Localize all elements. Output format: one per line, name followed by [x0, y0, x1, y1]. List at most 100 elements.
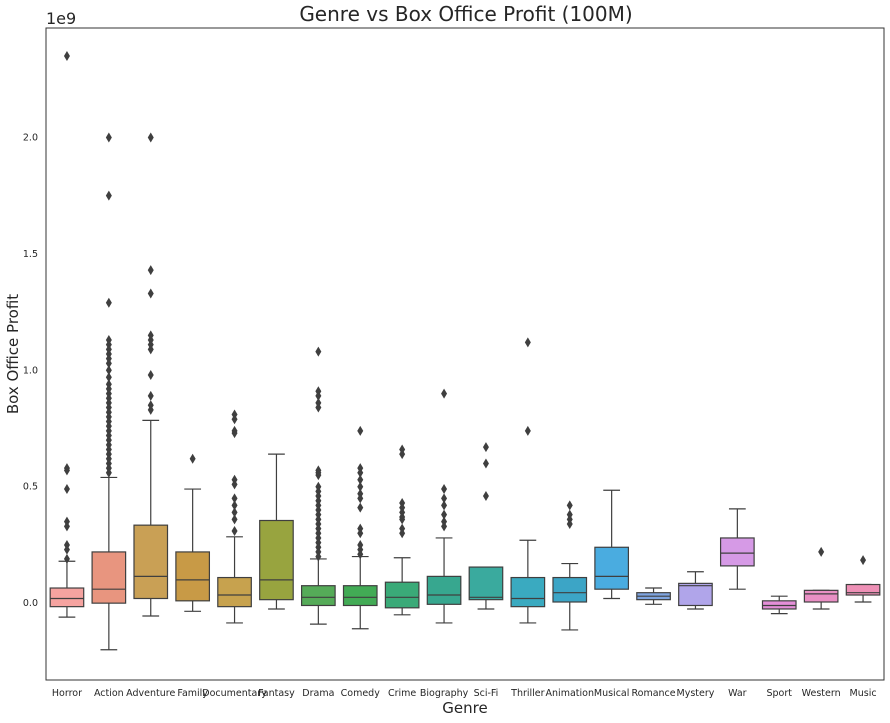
outlier-point: [63, 484, 70, 495]
outlier-point: [860, 555, 867, 566]
x-tick-label: Musical: [594, 688, 630, 699]
outlier-point: [105, 358, 112, 369]
x-tick-label: Family: [177, 688, 208, 699]
box-fantasy: [259, 453, 294, 610]
outlier-point: [147, 404, 154, 415]
box-drama: [300, 346, 336, 625]
outlier-point: [357, 474, 364, 485]
box-iqr: [342, 585, 378, 607]
box-iqr: [719, 537, 755, 567]
plot-area: [45, 27, 885, 681]
outlier-point: [63, 465, 70, 476]
outlier-point: [147, 288, 154, 299]
outlier-point: [63, 521, 70, 532]
x-tick-label: Crime: [388, 688, 416, 699]
outlier-point: [357, 481, 364, 492]
y-axis-label: Box Office Profit: [4, 294, 22, 414]
x-tick-label: Adventure: [126, 688, 175, 699]
outlier-point: [147, 132, 154, 143]
outlier-point: [524, 337, 531, 348]
x-tick-label: Drama: [302, 688, 334, 699]
box-iqr: [552, 576, 588, 603]
box-iqr: [259, 519, 294, 601]
box-musical: [594, 489, 630, 600]
outlier-point: [189, 453, 196, 464]
x-tick-label: Romance: [631, 688, 675, 699]
box-series: [49, 50, 881, 651]
outlier-point: [63, 553, 70, 564]
x-tick-label: Animation: [546, 688, 594, 699]
box-western: [803, 546, 839, 610]
outlier-point: [482, 442, 489, 453]
outlier-point: [357, 549, 364, 560]
x-tick-label: Horror: [52, 688, 82, 699]
x-tick-label: Music: [850, 688, 877, 699]
outlier-point: [357, 467, 364, 478]
box-romance: [636, 587, 671, 605]
outlier-point: [63, 544, 70, 555]
y-tick-label: 1.5: [23, 249, 38, 260]
outlier-point: [357, 425, 364, 436]
x-tick-label: Western: [802, 688, 841, 699]
outlier-point: [315, 402, 322, 413]
outlier-point: [818, 546, 825, 557]
outlier-point: [147, 344, 154, 355]
y-axis-ticks: 0.0 0.5 1.0 1.5 2.0: [23, 132, 38, 609]
chart-title: Genre vs Box Office Profit (100M): [299, 2, 632, 26]
x-tick-label: Sci-Fi: [474, 688, 499, 699]
outlier-point: [231, 428, 238, 439]
outlier-point: [524, 425, 531, 436]
box-horror: [49, 50, 85, 618]
box-iqr: [175, 551, 211, 602]
x-tick-label: Sport: [766, 688, 792, 699]
box-biography: [426, 388, 462, 624]
outlier-point: [357, 528, 364, 539]
outlier-point: [441, 521, 448, 532]
x-tick-label: Fantasy: [258, 688, 295, 699]
box-iqr: [468, 566, 504, 601]
box-thriller: [510, 337, 546, 624]
box-iqr: [426, 575, 462, 605]
x-axis-ticks: Horror Action Adventure FamilyDocumentaryFa…: [52, 688, 877, 699]
x-tick-label: Thriller: [510, 688, 544, 699]
y-tick-label: 1.0: [23, 365, 38, 376]
box-iqr: [91, 551, 127, 604]
box-war: [719, 508, 755, 590]
outlier-point: [441, 484, 448, 495]
outlier-point: [231, 507, 238, 518]
outlier-point: [441, 500, 448, 511]
box-adventure: [133, 132, 169, 617]
x-tick-label: Action: [94, 688, 124, 699]
box-music: [845, 555, 881, 603]
outlier-point: [357, 493, 364, 504]
box-sport: [761, 595, 797, 615]
x-tick-label: War: [728, 688, 747, 699]
y-tick-label: 2.0: [23, 132, 38, 143]
outlier-point: [147, 390, 154, 401]
y-tick-label: 0.0: [23, 598, 38, 609]
box-action: [91, 132, 127, 651]
outlier-point: [482, 491, 489, 502]
outlier-point: [105, 297, 112, 308]
outlier-point: [399, 514, 406, 525]
x-tick-label: Mystery: [677, 688, 715, 699]
box-iqr: [300, 585, 336, 607]
outlier-point: [105, 132, 112, 143]
outlier-point: [231, 479, 238, 490]
outlier-point: [231, 514, 238, 525]
box-animation: [552, 500, 588, 631]
outlier-point: [105, 467, 112, 478]
outlier-point: [105, 190, 112, 201]
box-iqr: [510, 576, 546, 608]
outlier-point: [566, 518, 573, 529]
box-sci-fi: [468, 442, 504, 610]
outlier-point: [147, 265, 154, 276]
outlier-point: [231, 525, 238, 536]
x-axis-label: Genre: [442, 699, 487, 717]
box-iqr: [845, 583, 881, 596]
outlier-point: [441, 388, 448, 399]
outlier-point: [231, 500, 238, 511]
y-offset-label: 1e9: [46, 9, 76, 28]
box-iqr: [133, 524, 169, 600]
